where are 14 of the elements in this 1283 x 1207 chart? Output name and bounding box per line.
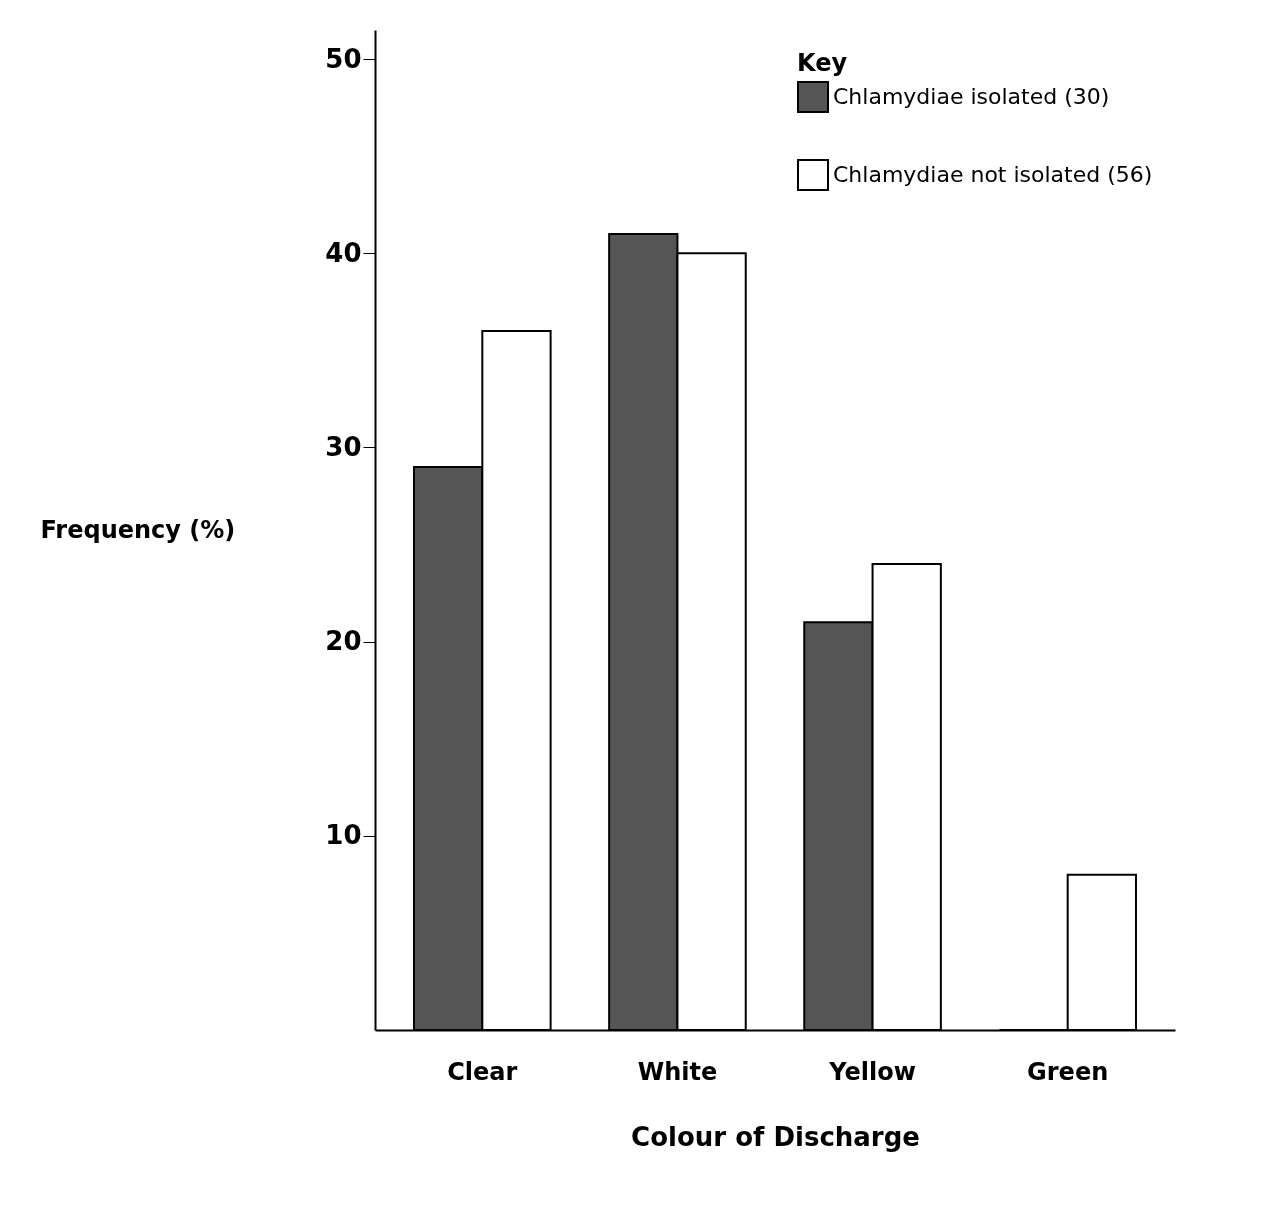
y-tick-label: 10 bbox=[325, 820, 362, 851]
x-tick-label: Clear bbox=[447, 1057, 518, 1086]
y-axis-title: Frequency (%) bbox=[40, 515, 236, 544]
x-axis-title: Colour of Discharge bbox=[631, 1121, 920, 1152]
legend-label: Chlamydiae not isolated (56) bbox=[833, 162, 1153, 187]
x-tick-label: Yellow bbox=[828, 1057, 916, 1086]
legend-title: Key bbox=[797, 49, 848, 77]
y-tick-label: 20 bbox=[325, 626, 362, 657]
x-tick-label: White bbox=[637, 1057, 718, 1086]
y-tick-label: 30 bbox=[325, 431, 362, 462]
legend-label: Chlamydiae isolated (30) bbox=[833, 84, 1110, 109]
y-tick-label: 40 bbox=[325, 237, 362, 268]
x-tick-label: Green bbox=[1027, 1057, 1109, 1086]
y-tick-label: 50 bbox=[325, 43, 362, 74]
